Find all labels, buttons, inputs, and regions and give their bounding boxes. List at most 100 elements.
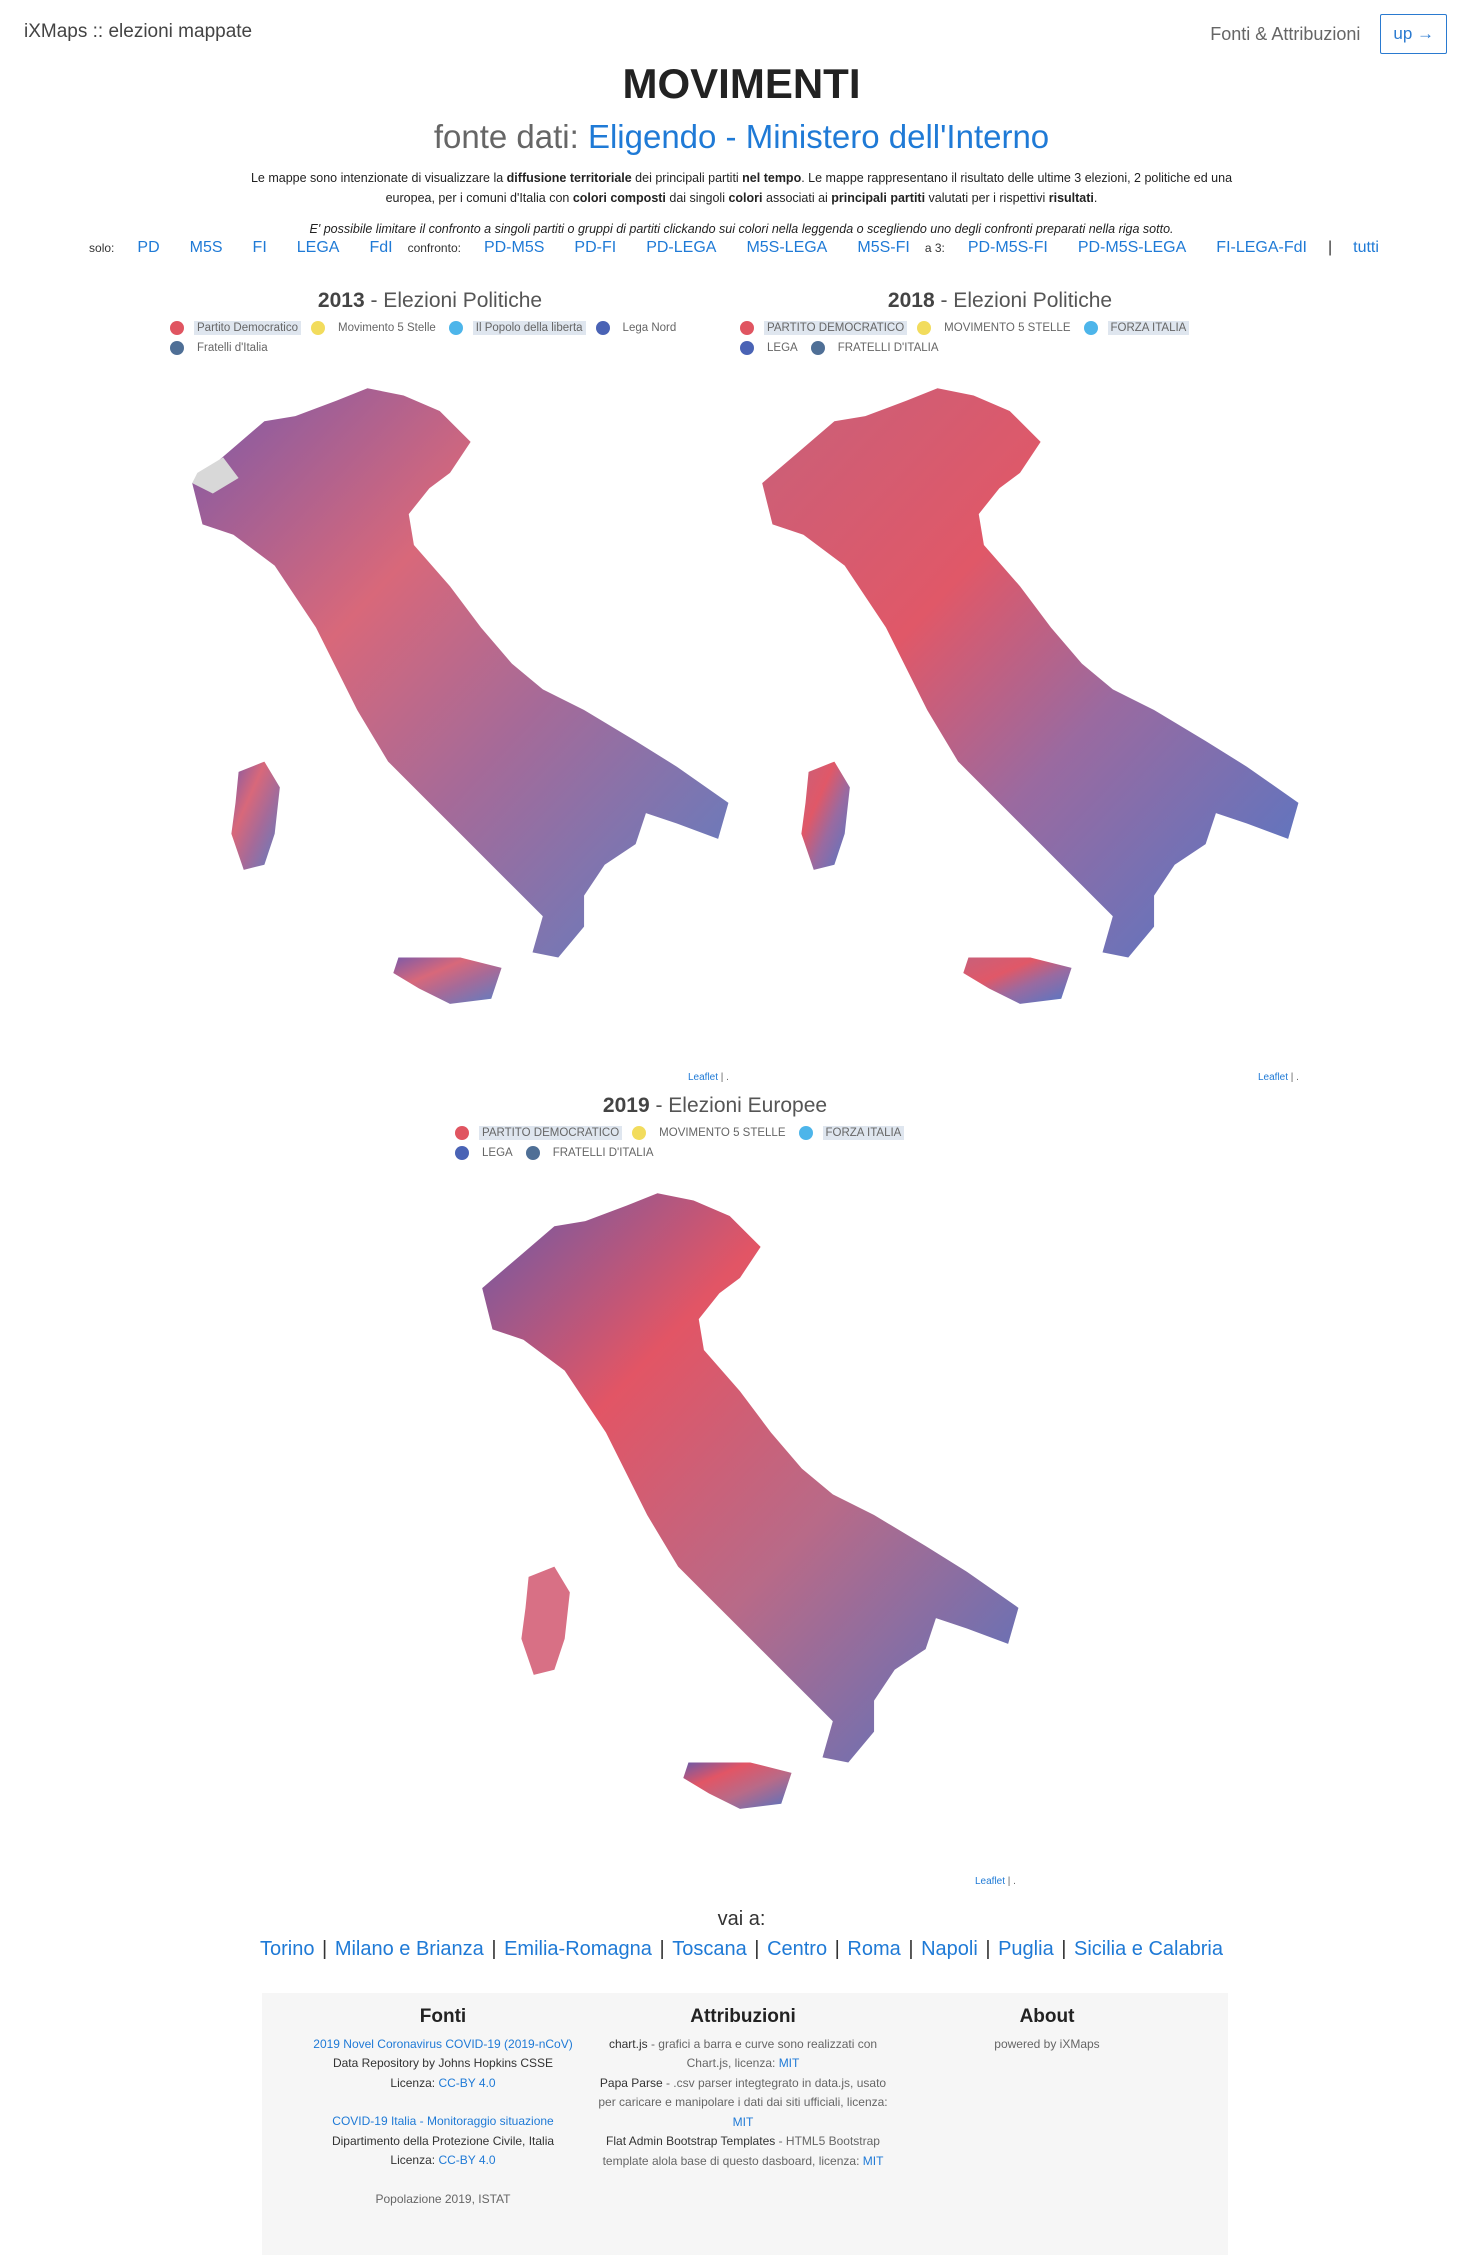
legend-dot bbox=[810, 341, 825, 355]
leaflet-link[interactable]: Leaflet bbox=[975, 1876, 1006, 1887]
map-title: 2018 - Elezioni Politiche bbox=[740, 289, 1260, 313]
leaflet-link[interactable]: Leaflet bbox=[1258, 1072, 1289, 1083]
top-nav: Fonti & Attribuzioni up → bbox=[1210, 14, 1447, 54]
filter-pd-m5s-lega[interactable]: PD-M5S-LEGA bbox=[1077, 239, 1187, 256]
legend-label: FRATELLI D'ITALIA bbox=[552, 1147, 654, 1159]
attrib-papaparse: Papa Parse - .csv parser integtegrato in… bbox=[593, 2074, 893, 2133]
legend-dot bbox=[170, 321, 184, 335]
map-title: 2019 - Elezioni Europee bbox=[455, 1094, 975, 1118]
intro-bold: nel tempo bbox=[742, 171, 802, 185]
a3-label: a 3: bbox=[924, 241, 945, 255]
map-year: 2018 bbox=[887, 289, 935, 312]
filter-solo-lega[interactable]: LEGA bbox=[296, 239, 340, 256]
italy-map-2013[interactable] bbox=[150, 380, 750, 1040]
legend-item-lega[interactable]: LEGA bbox=[455, 1146, 516, 1160]
license-link[interactable]: CC-BY 4.0 bbox=[438, 2153, 496, 2167]
city-link-roma[interactable]: Roma bbox=[847, 1938, 901, 1960]
legend-item-fdi[interactable]: Fratelli d'Italia bbox=[170, 341, 271, 355]
italy-mainland bbox=[762, 388, 1299, 958]
attribution-suffix: | . bbox=[718, 1072, 729, 1083]
filter-m5s-fi[interactable]: M5S-FI bbox=[857, 239, 910, 256]
footer-fonti: Fonti 2019 Novel Coronavirus COVID-19 (2… bbox=[293, 2007, 593, 2209]
legend-item-pd[interactable]: PARTITO DEMOCRATICO bbox=[740, 321, 908, 335]
license-link[interactable]: MIT bbox=[778, 2056, 800, 2070]
legend-dot bbox=[740, 341, 754, 355]
about-heading: About bbox=[1019, 2006, 1075, 2027]
city-link-sicilia-calabria[interactable]: Sicilia e Calabria bbox=[1074, 1938, 1223, 1960]
brand-title[interactable]: iXMaps :: elezioni mappate bbox=[24, 21, 253, 42]
legend-label: LEGA bbox=[482, 1147, 513, 1159]
footer-about: About powered by iXMaps bbox=[897, 2007, 1197, 2054]
filter-solo-m5s[interactable]: M5S bbox=[189, 239, 223, 256]
legend-item-pd[interactable]: Partito Democratico bbox=[170, 321, 301, 335]
map-panel-2019: 2019 - Elezioni Europee PARTITO DEMOCRAT… bbox=[455, 1094, 975, 1166]
intro-bold: principali partiti bbox=[831, 191, 926, 205]
map-legend: PARTITO DEMOCRATICO MOVIMENTO 5 STELLE F… bbox=[740, 321, 1260, 361]
filter-m5s-lega[interactable]: M5S-LEGA bbox=[746, 239, 828, 256]
italy-map-2018[interactable] bbox=[720, 380, 1320, 1040]
license-link[interactable]: MIT bbox=[732, 2114, 754, 2129]
leaflet-link[interactable]: Leaflet bbox=[688, 1072, 719, 1083]
legend-item-fdi[interactable]: FRATELLI D'ITALIA bbox=[810, 341, 942, 355]
page-subtitle: fonte dati: Eligendo - Ministero dell'In… bbox=[0, 118, 1483, 156]
attrib-name: chart.js bbox=[608, 2036, 648, 2051]
intro-part: dai singoli bbox=[665, 191, 729, 205]
filter-solo-fdi[interactable]: FdI bbox=[369, 239, 393, 256]
city-link-emilia-romagna[interactable]: Emilia-Romagna bbox=[504, 1938, 652, 1960]
filter-pd-lega[interactable]: PD-LEGA bbox=[646, 239, 717, 256]
filter-pd-m5s[interactable]: PD-M5S bbox=[483, 239, 545, 256]
italy-map-2019[interactable] bbox=[440, 1185, 1040, 1845]
source-pc-license: Licenza: CC-BY 4.0 bbox=[293, 2151, 593, 2171]
legend-dot bbox=[1083, 321, 1098, 335]
sardinia bbox=[521, 1566, 570, 1675]
city-link-puglia[interactable]: Puglia bbox=[998, 1938, 1054, 1960]
legend-dot bbox=[170, 341, 184, 355]
legend-dot bbox=[455, 1146, 469, 1160]
legend-item-m5s[interactable]: MOVIMENTO 5 STELLE bbox=[632, 1126, 788, 1140]
city-link-napoli[interactable]: Napoli bbox=[921, 1938, 978, 1960]
filter-all[interactable]: tutti bbox=[1353, 239, 1379, 256]
map-legend: PARTITO DEMOCRATICO MOVIMENTO 5 STELLE F… bbox=[455, 1126, 975, 1166]
source-link-protezione-civile[interactable]: COVID-19 Italia - Monitoraggio situazion… bbox=[332, 2114, 554, 2128]
fonti-attribuzioni-link[interactable]: Fonti & Attribuzioni bbox=[1210, 23, 1361, 44]
map-panel-2018: 2018 - Elezioni Politiche PARTITO DEMOCR… bbox=[740, 289, 1260, 361]
city-link-milano[interactable]: Milano e Brianza bbox=[334, 1938, 484, 1960]
attribuzioni-heading: Attribuzioni bbox=[690, 2006, 796, 2027]
license-link[interactable]: CC-BY 4.0 bbox=[438, 2075, 496, 2090]
legend-dot bbox=[798, 1126, 813, 1140]
legend-item-lega[interactable]: Lega Nord bbox=[595, 321, 680, 335]
filter-solo-fi[interactable]: FI bbox=[252, 239, 267, 256]
sardinia bbox=[801, 761, 850, 870]
city-link-torino[interactable]: Torino bbox=[260, 1938, 315, 1960]
source-link-jhu[interactable]: 2019 Novel Coronavirus COVID-19 (2019-nC… bbox=[313, 2036, 573, 2051]
map-label: - Elezioni Politiche bbox=[940, 289, 1113, 312]
legend-item-fi[interactable]: FORZA ITALIA bbox=[798, 1126, 905, 1140]
data-source-link[interactable]: Eligendo - Ministero dell'Interno bbox=[587, 118, 1050, 155]
legend-item-fdi[interactable]: FRATELLI D'ITALIA bbox=[525, 1146, 657, 1160]
filter-fi-lega-fdi[interactable]: FI-LEGA-FdI bbox=[1216, 239, 1307, 256]
filter-bar: solo: PD M5S FI LEGA FdI confronto: PD-M… bbox=[0, 239, 1483, 257]
intro-part: valutati per i rispettivi bbox=[925, 191, 1049, 205]
filter-pd-fi[interactable]: PD-FI bbox=[574, 239, 617, 256]
legend-item-pd[interactable]: PARTITO DEMOCRATICO bbox=[455, 1126, 623, 1140]
sardinia bbox=[231, 761, 280, 870]
legend-item-lega[interactable]: LEGA bbox=[740, 341, 801, 355]
city-link-toscana[interactable]: Toscana bbox=[672, 1938, 747, 1960]
source-istat: Popolazione 2019, ISTAT bbox=[375, 2191, 511, 2206]
legend-label: FORZA ITALIA bbox=[822, 1126, 905, 1140]
legend-item-pdl[interactable]: Il Popolo della liberta bbox=[448, 321, 586, 335]
filter-solo-pd[interactable]: PD bbox=[137, 239, 160, 256]
up-button[interactable]: up → bbox=[1380, 14, 1447, 54]
sicily bbox=[963, 957, 1072, 1004]
vai-a-label: vai a: bbox=[717, 1908, 766, 1930]
city-links: Torino | Milano e Brianza | Emilia-Romag… bbox=[260, 1938, 1223, 1960]
city-link-centro[interactable]: Centro bbox=[767, 1938, 828, 1960]
legend-label: LEGA bbox=[767, 342, 798, 354]
legend-item-m5s[interactable]: MOVIMENTO 5 STELLE bbox=[917, 321, 1073, 335]
legend-item-fi[interactable]: FORZA ITALIA bbox=[1083, 321, 1190, 335]
filter-pd-m5s-fi[interactable]: PD-M5S-FI bbox=[967, 239, 1048, 256]
map-year: 2013 bbox=[317, 289, 365, 312]
legend-item-m5s[interactable]: Movimento 5 Stelle bbox=[310, 321, 439, 335]
legend-dot bbox=[310, 321, 325, 335]
license-link[interactable]: MIT bbox=[862, 2153, 884, 2168]
